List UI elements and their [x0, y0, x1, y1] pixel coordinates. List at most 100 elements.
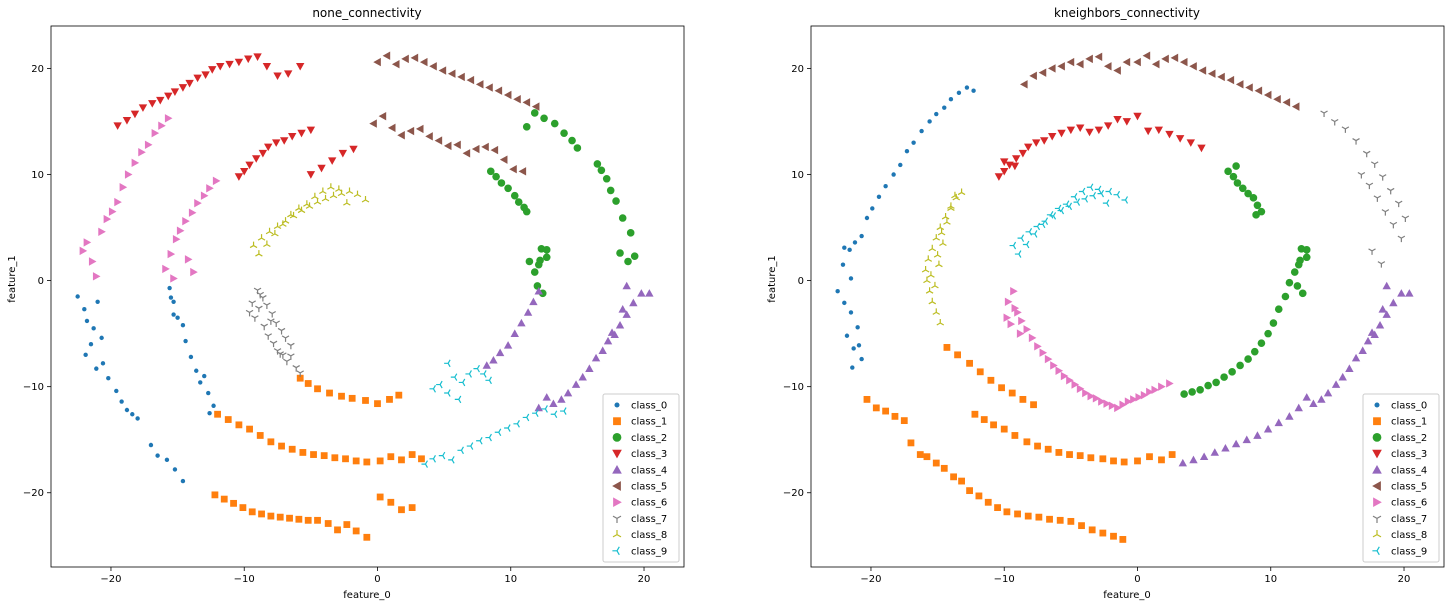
series-class-4	[1178, 281, 1414, 467]
data-point	[941, 212, 950, 220]
data-point	[253, 53, 262, 61]
series-class-8	[921, 188, 966, 326]
data-point	[510, 329, 519, 337]
data-point	[1099, 455, 1107, 463]
data-point	[303, 200, 311, 207]
data-point	[1186, 139, 1195, 147]
data-point	[622, 281, 631, 290]
data-point	[1085, 54, 1093, 64]
data-point	[1018, 316, 1026, 326]
data-point	[542, 246, 551, 254]
data-point	[1034, 442, 1041, 450]
data-point	[1217, 72, 1225, 82]
data-point	[1030, 401, 1037, 409]
data-point	[923, 276, 931, 284]
legend-label: class_8	[631, 530, 667, 541]
data-point	[83, 238, 92, 247]
data-point	[450, 373, 458, 381]
data-point	[130, 110, 140, 119]
data-point	[850, 365, 855, 370]
data-point	[363, 533, 371, 541]
data-point	[927, 119, 932, 124]
data-point	[1122, 57, 1131, 67]
y-tick-label: 20	[791, 64, 804, 75]
data-point	[603, 336, 613, 345]
data-point	[1212, 378, 1220, 387]
data-point	[84, 318, 90, 324]
data-point	[1034, 342, 1042, 351]
data-point	[434, 136, 443, 145]
data-point	[138, 148, 146, 157]
data-point	[287, 353, 295, 360]
data-point	[964, 85, 970, 90]
x-tick-label: 10	[504, 574, 517, 585]
data-point	[311, 192, 319, 200]
data-point	[1102, 199, 1110, 207]
legend-marker	[612, 464, 622, 474]
data-point	[1092, 394, 1101, 403]
data-point	[1113, 115, 1122, 124]
data-point	[1207, 69, 1216, 78]
data-point	[268, 310, 276, 318]
data-point	[1263, 424, 1273, 433]
series-class-7	[245, 287, 304, 377]
subplot-none-connectivity: −20 −10 0 10 20 −20 −10 0 10 20 class_0 class_1clas…	[7, 6, 685, 601]
data-point	[167, 249, 176, 259]
data-point	[533, 282, 542, 290]
legend-label: class_4	[1391, 465, 1427, 476]
data-point	[255, 250, 263, 257]
data-point	[485, 376, 492, 385]
data-point	[585, 364, 594, 372]
data-point	[82, 307, 87, 312]
data-point	[239, 504, 247, 511]
data-point	[1098, 397, 1106, 406]
data-point	[1274, 305, 1283, 314]
data-point	[113, 122, 122, 130]
data-point	[369, 119, 377, 128]
data-point	[1290, 268, 1299, 276]
data-point	[1365, 182, 1374, 190]
data-point	[840, 262, 846, 267]
data-point	[1229, 172, 1238, 181]
data-point	[131, 158, 140, 168]
data-point	[1000, 425, 1008, 433]
data-point	[230, 499, 237, 507]
data-point	[924, 255, 933, 262]
data-point	[928, 297, 937, 305]
data-point	[1019, 395, 1027, 403]
series-class-0	[75, 285, 216, 484]
legend-marker	[1373, 497, 1382, 508]
data-point	[1405, 289, 1414, 297]
data-point	[1124, 397, 1133, 406]
y-tick-label: 0	[38, 276, 44, 287]
data-point	[1130, 395, 1138, 404]
data-point	[1119, 536, 1127, 543]
data-point	[398, 456, 405, 464]
subplot-title: none_connectivity	[312, 6, 421, 20]
legend-label: class_3	[1391, 449, 1427, 460]
data-point	[206, 184, 214, 193]
data-point	[529, 297, 538, 306]
data-point	[560, 407, 567, 415]
data-point	[629, 298, 638, 307]
data-point	[494, 86, 503, 95]
data-point	[931, 281, 939, 289]
data-point	[1189, 455, 1198, 464]
data-point	[421, 460, 428, 468]
data-point	[1114, 403, 1122, 413]
data-point	[348, 394, 356, 402]
x-tick-label: 10	[1264, 574, 1277, 585]
data-point	[265, 227, 274, 235]
data-point	[522, 413, 530, 422]
data-point	[936, 319, 945, 326]
data-point	[376, 457, 384, 465]
data-point	[248, 508, 256, 516]
data-point	[122, 117, 132, 125]
data-point	[457, 446, 464, 455]
data-point	[1062, 200, 1070, 208]
legend-marker	[614, 402, 620, 408]
data-point	[1178, 458, 1188, 467]
y-axis-label: feature_1	[7, 255, 18, 302]
data-point	[994, 173, 1004, 181]
data-point	[855, 325, 860, 330]
